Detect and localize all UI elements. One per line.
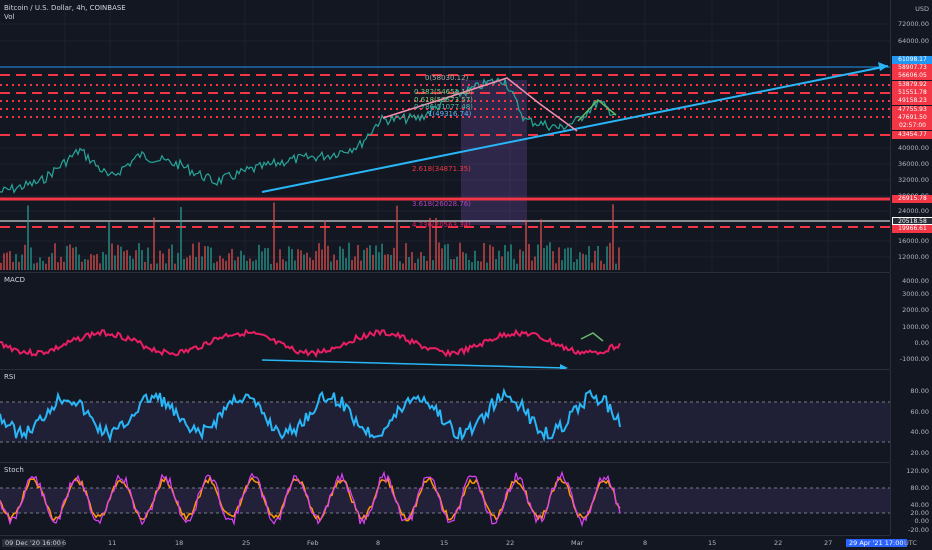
macd-axis[interactable]: 4000.00 3000.00 2000.00 1000.00 0.00 -10… [890,273,932,369]
rsi-tick: 20.00 [910,449,929,457]
price-tick: 24000.00 [897,207,929,215]
drawing-arrows [382,77,578,132]
currency-label: USD [915,5,929,13]
volume-bars [0,202,620,270]
price-tick: 36000.00 [897,160,929,168]
rsi-tick: 60.00 [910,408,929,416]
time-tick: Feb [307,539,319,547]
time-tag-left: 09 Dec '20 16:00 [2,539,64,547]
time-tick: Mar [571,539,584,547]
macd-title: MACD [4,276,25,284]
drawing-arrow-green [577,98,617,122]
rsi-tick: 40.00 [910,428,929,436]
macd-divergence-line [261,359,567,369]
stoch-tick: 40.00 [910,501,929,509]
time-tag-right: 29 Apr '21 17:00 [846,539,907,547]
price-tag: 56606.05 [892,72,932,80]
price-tick: 40000.00 [897,144,929,152]
price-tag: 47691.50 [892,114,932,122]
fib-label: 4.236(20563.34) [412,221,471,229]
price-tag: 51551.78 [892,89,932,97]
time-tick: 22 [506,539,515,547]
fib-label: 0.618(52573.57) [414,96,473,104]
symbol-title: Bitcoin / U.S. Dollar, 4h, COINBASE [4,4,126,12]
stoch-tick: 80.00 [910,484,929,492]
fib-label: 0(58030.12) [425,74,469,82]
price-tag: 19966.61 [892,225,932,233]
rsi-tick: 80.00 [910,387,929,395]
price-pane[interactable]: Bitcoin / U.S. Dollar, 4h, COINBASE Vol … [0,0,890,273]
stoch-title: Stoch [4,466,24,474]
price-axis[interactable]: USD 72000.00 64000.00 40000.00 36000.00 … [890,0,932,272]
vol-label: Vol [4,13,15,21]
fib-label: 1(49316.74) [428,110,472,118]
rsi-chart [0,387,890,443]
stoch-tick: -20.00 [908,526,929,534]
rsi-title: RSI [4,373,16,381]
price-chart [0,0,890,272]
stoch-tick: 120.00 [906,467,929,475]
countdown-tag: 02:57:00 [892,122,932,130]
macd-tick: 4000.00 [902,277,929,285]
price-tick: 16000.00 [897,237,929,245]
stoch-k-series [0,470,621,528]
price-tick: 72000.00 [897,20,929,28]
time-tick: 8 [643,539,648,547]
time-tick: 22 [774,539,783,547]
rsi-axis[interactable]: 80.00 60.00 40.00 20.00 [890,370,932,462]
fib-label: 2.618(34871.35) [412,165,471,173]
time-tick: 15 [708,539,717,547]
price-tick: 32000.00 [897,176,929,184]
stoch-chart [0,470,890,528]
macd-tick: 0.00 [914,339,929,347]
time-axis[interactable]: 09 Dec '20 16:00 6 11 18 25 Feb 8 15 22 … [0,536,932,550]
macd-chart [0,328,621,369]
timezone-label[interactable]: UTC [904,539,917,547]
time-tick: 25 [242,539,251,547]
stoch-tick: 20.00 [910,509,929,517]
time-tick: 6 [62,539,67,547]
fib-label: 0.786(51077.48) [414,103,473,111]
price-tag: 43454.77 [892,131,932,139]
price-tag: 26915.78 [892,195,932,203]
time-tick: 15 [440,539,449,547]
macd-tick: 1000.00 [902,323,929,331]
macd-series [0,328,621,359]
trend-arrow-head [878,62,888,71]
price-tag: 58907.73 [892,64,932,72]
price-tick: 12000.00 [897,253,929,261]
stoch-axis[interactable]: 120.00 80.00 40.00 20.00 0.00 -20.00 [890,463,932,535]
rsi-pane[interactable]: RSI [0,370,890,463]
rsi-series [0,387,621,443]
fib-label: 0.382(54651.10) [414,88,473,96]
time-tick: 18 [175,539,184,547]
fib-label: 3.618(26028.76) [412,200,471,208]
stoch-tick: 0.00 [914,517,929,525]
macd-divergence-arrow [560,364,568,369]
macd-tick: 2000.00 [902,306,929,314]
price-tag: 53879.92 [892,81,932,89]
macd-tick: -1000.00 [899,355,929,363]
time-tick: 27 [824,539,833,547]
stoch-pane[interactable]: Stoch [0,463,890,536]
price-tag: 61098.17 [892,56,932,64]
price-tag: 49158.23 [892,97,932,105]
price-tag: 20518.58 [892,217,932,225]
macd-tick: 3000.00 [902,290,929,298]
macd-green-arrow [580,332,604,342]
price-series [0,77,617,194]
price-tag: 47755.93 [892,106,932,114]
time-tick: 11 [108,539,117,547]
fib-zone [461,80,527,225]
time-tick: 8 [376,539,381,547]
macd-pane[interactable]: MACD [0,273,890,370]
price-tick: 64000.00 [897,37,929,45]
